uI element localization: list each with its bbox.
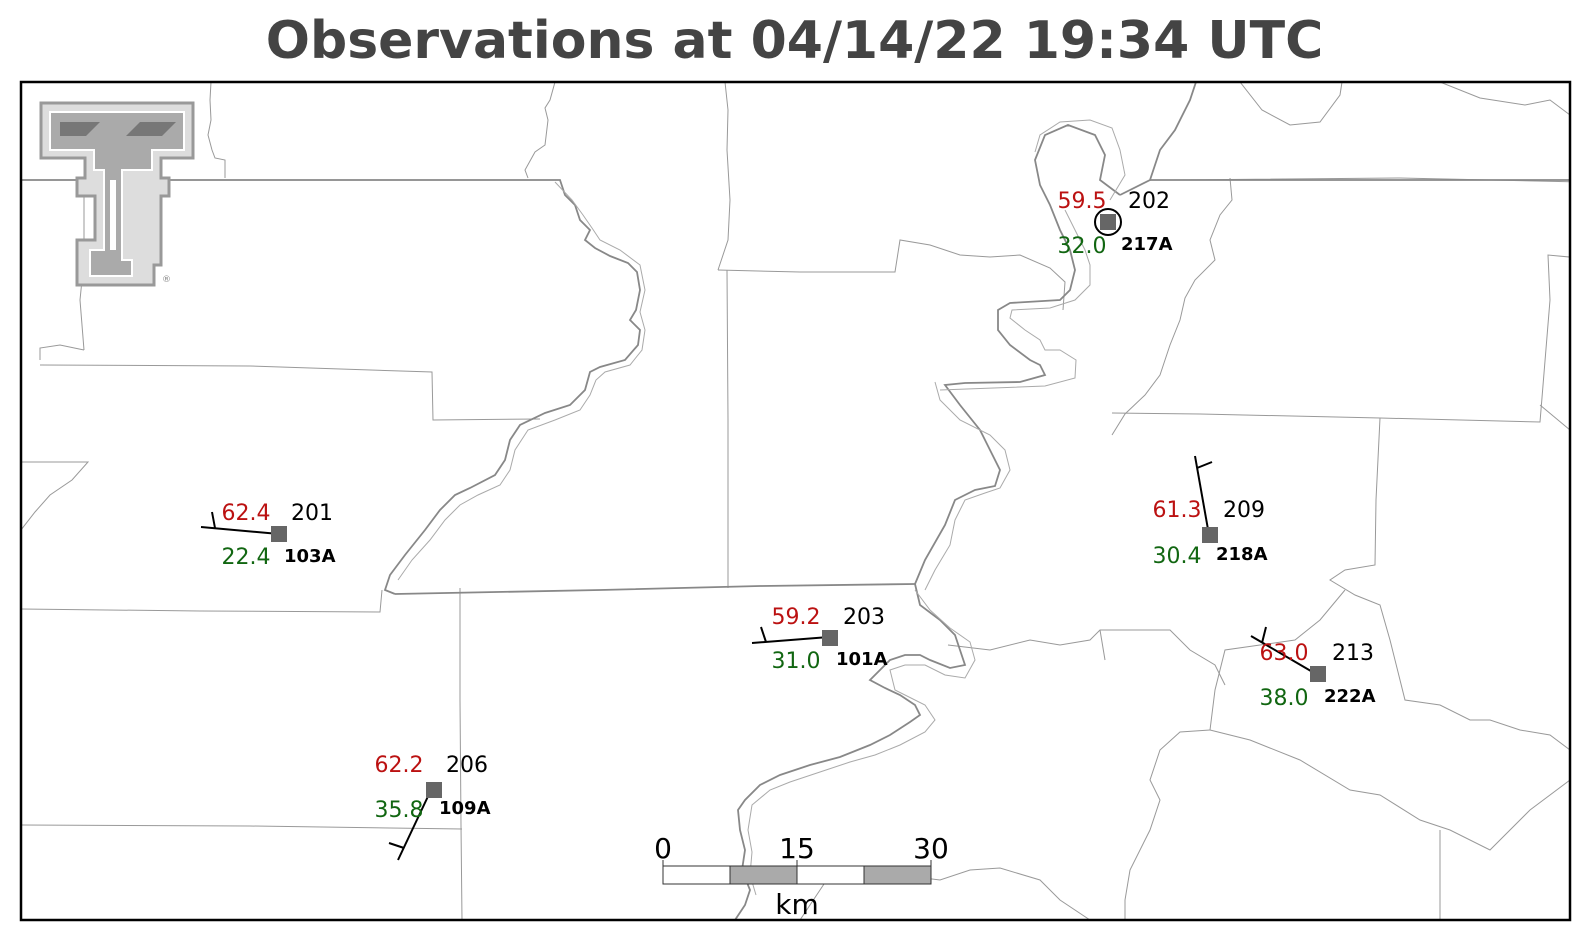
dewpoint-value: 35.8 xyxy=(375,798,424,823)
calm-wind-circle xyxy=(1094,208,1122,236)
temperature-value: 61.3 xyxy=(1153,498,1202,523)
map-frame xyxy=(19,80,1572,922)
station-id: 103A xyxy=(284,546,336,567)
station-marker xyxy=(271,526,287,542)
dewpoint-value: 30.4 xyxy=(1153,544,1202,569)
temperature-value: 63.0 xyxy=(1260,641,1309,666)
station-marker xyxy=(1310,666,1326,682)
river xyxy=(397,119,1126,896)
wind-direction-value: 206 xyxy=(446,753,488,778)
scale-label-30: 30 xyxy=(913,832,949,865)
station-103A: 62.4 201 22.4 103A xyxy=(200,501,336,570)
wind-barb-flag xyxy=(1261,626,1267,644)
station-id: 222A xyxy=(1324,686,1376,707)
wind-direction-value: 203 xyxy=(843,605,885,630)
dewpoint-value: 31.0 xyxy=(772,649,821,674)
scale-label-15: 15 xyxy=(779,832,815,865)
station-marker xyxy=(822,630,838,646)
station-id: 109A xyxy=(439,798,491,819)
registered-mark: ® xyxy=(162,275,171,285)
temperature-value: 62.4 xyxy=(222,501,271,526)
scale-unit: km xyxy=(775,888,819,921)
wind-barb-flag xyxy=(1196,461,1213,469)
wind-barb-flag xyxy=(388,842,405,849)
wind-barb xyxy=(1194,455,1210,536)
wind-direction-value: 202 xyxy=(1128,189,1170,214)
wind-direction-value: 209 xyxy=(1223,498,1265,523)
scale-bar: 0 15 30 km xyxy=(654,832,949,921)
scale-label-0: 0 xyxy=(654,832,672,865)
state-boundary xyxy=(21,82,1570,920)
wind-direction-value: 213 xyxy=(1332,641,1374,666)
station-217A: 59.5 202 32.0 217A xyxy=(1058,189,1173,259)
station-218A: 61.3 209 30.4 218A xyxy=(1153,455,1268,569)
wind-barb-flag xyxy=(211,511,216,529)
station-109A: 62.2 206 35.8 109A xyxy=(375,753,491,861)
dewpoint-value: 38.0 xyxy=(1260,686,1309,711)
temperature-value: 62.2 xyxy=(375,753,424,778)
temperature-value: 59.5 xyxy=(1058,189,1107,214)
map-title: Observations at 04/14/22 19:34 UTC xyxy=(265,11,1324,71)
wind-barb xyxy=(751,636,830,644)
station-id: 217A xyxy=(1121,234,1173,255)
wind-direction-value: 201 xyxy=(291,501,333,526)
wind-barb xyxy=(200,526,280,535)
station-marker xyxy=(1202,527,1218,543)
texas-tech-double-t-logo: ® xyxy=(39,101,195,287)
station-101A: 59.2 203 31.0 101A xyxy=(751,605,888,674)
county-boundaries xyxy=(21,82,1570,920)
wind-barb-flag xyxy=(760,626,767,643)
dewpoint-value: 32.0 xyxy=(1058,234,1107,259)
dewpoint-value: 22.4 xyxy=(222,545,271,570)
station-222A: 63.0 213 38.0 222A xyxy=(1250,626,1376,711)
station-id: 101A xyxy=(836,649,888,670)
station-marker xyxy=(426,782,442,798)
station-id: 218A xyxy=(1216,544,1268,565)
station-marker xyxy=(1100,214,1116,230)
temperature-value: 59.2 xyxy=(772,605,821,630)
